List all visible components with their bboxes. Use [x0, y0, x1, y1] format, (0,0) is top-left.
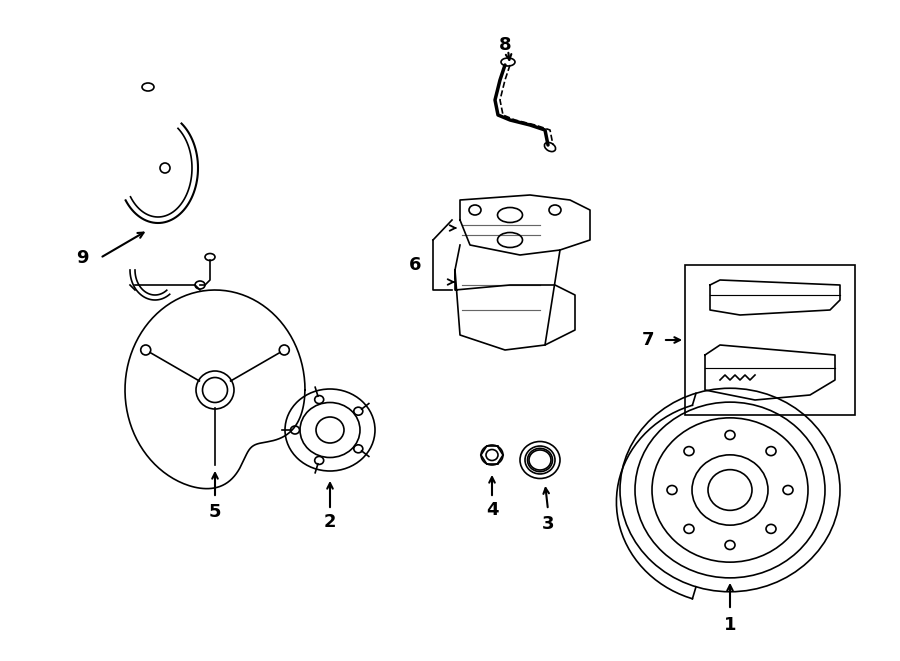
Text: 3: 3 [542, 515, 554, 533]
Ellipse shape [501, 58, 515, 66]
Ellipse shape [195, 281, 205, 289]
Text: 2: 2 [324, 513, 337, 531]
Ellipse shape [544, 142, 555, 151]
Text: 8: 8 [499, 36, 511, 54]
Bar [685, 265, 855, 415]
Text: 9: 9 [76, 249, 88, 267]
Ellipse shape [142, 83, 154, 91]
Ellipse shape [205, 254, 215, 260]
Text: 5: 5 [209, 503, 221, 521]
Text: 4: 4 [486, 501, 499, 519]
Text: 1: 1 [724, 616, 736, 634]
Text: 7: 7 [642, 331, 654, 349]
Text: 6: 6 [409, 256, 421, 274]
